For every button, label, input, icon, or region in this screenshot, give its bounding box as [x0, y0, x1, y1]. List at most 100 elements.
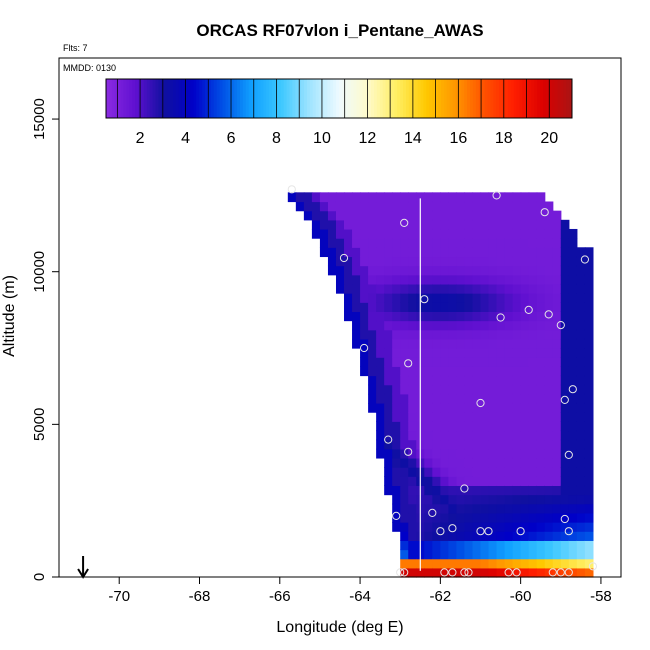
heatmap-cell — [327, 256, 337, 267]
colorbar-segment — [129, 79, 133, 118]
heatmap-cell — [520, 531, 530, 541]
heatmap-cell — [384, 329, 393, 340]
colorbar-segment — [528, 79, 532, 118]
heatmap-cell — [311, 201, 321, 212]
heatmap-cell — [319, 201, 329, 212]
heatmap-cell — [408, 357, 417, 367]
colorbar-segment — [309, 79, 314, 118]
heatmap-cell — [408, 283, 417, 294]
heatmap-cell — [432, 219, 441, 230]
x-tick-label: -68 — [189, 588, 211, 605]
heatmap-cell — [464, 476, 474, 487]
heatmap-cell — [400, 476, 409, 487]
heatmap-cell — [480, 265, 490, 276]
heatmap-cell — [544, 320, 554, 331]
colorbar-segment — [155, 79, 159, 118]
heatmap-cell — [384, 219, 393, 230]
heatmap-cell — [344, 311, 353, 322]
heatmap-cell — [440, 393, 449, 404]
heatmap-cell — [568, 476, 578, 487]
heatmap-cell — [376, 448, 385, 459]
heatmap-cell — [376, 247, 385, 258]
heatmap-cell — [584, 393, 594, 404]
heatmap-cell — [432, 567, 441, 578]
heatmap-cell — [400, 522, 409, 532]
colorbar-segment — [205, 79, 209, 118]
heatmap-cell — [504, 412, 514, 422]
colorbar-segment — [213, 79, 218, 118]
heatmap-cell — [392, 485, 401, 496]
heatmap-cell — [568, 503, 578, 514]
heatmap-cell — [528, 430, 538, 441]
heatmap-cell — [520, 375, 530, 386]
heatmap-cell — [384, 228, 393, 239]
heatmap-cell — [568, 412, 578, 422]
heatmap-cell — [424, 302, 433, 312]
colorbar-segment — [237, 79, 241, 118]
heatmap-cell — [400, 247, 409, 258]
heatmap-cell — [520, 540, 530, 551]
colorbar-segment — [429, 79, 433, 118]
heatmap-cell — [496, 448, 506, 459]
heatmap-cell — [512, 247, 522, 258]
heatmap-cell — [488, 201, 498, 212]
heatmap-cell — [496, 439, 506, 450]
heatmap-cell — [552, 558, 562, 569]
heatmap-cell — [560, 320, 570, 331]
heatmap-cell — [512, 485, 522, 496]
colorbar-segment — [432, 79, 436, 118]
colorbar-segment — [210, 79, 215, 118]
heatmap-cell — [504, 256, 514, 267]
heatmap-cell — [576, 485, 586, 496]
heatmap-cell — [432, 402, 441, 413]
heatmap-cell — [520, 512, 530, 523]
heatmap-cell — [456, 430, 466, 441]
heatmap-cell — [520, 302, 530, 312]
heatmap-cell — [376, 256, 385, 267]
heatmap-cell — [432, 375, 441, 386]
sample-point — [464, 568, 473, 577]
heatmap-cell — [352, 329, 361, 340]
heatmap-cell — [424, 485, 433, 496]
heatmap-cell — [368, 302, 377, 312]
heatmap-cell — [520, 338, 530, 349]
heatmap-cell — [352, 265, 361, 276]
heatmap-cell — [576, 384, 586, 395]
heatmap-cell — [584, 439, 594, 450]
heatmap-cell — [472, 247, 482, 258]
heatmap-cell — [327, 210, 337, 221]
colorbar-segment — [242, 79, 247, 118]
heatmap-cell — [432, 201, 441, 212]
heatmap-cell — [480, 531, 490, 541]
heatmap-cell — [400, 531, 409, 541]
heatmap-cell — [424, 283, 433, 294]
heatmap-cell — [464, 558, 474, 569]
heatmap-cell — [552, 421, 562, 432]
heatmap-cell — [520, 503, 530, 514]
heatmap-cell — [520, 393, 530, 404]
heatmap-cell — [552, 302, 562, 312]
heatmap-cell — [352, 219, 361, 230]
colorbar-segment — [475, 79, 480, 118]
heatmap-cell — [408, 402, 417, 413]
heatmap-cell — [456, 512, 466, 523]
heatmap-cell — [544, 540, 554, 551]
colorbar-segment — [467, 79, 471, 118]
heatmap-cell — [512, 412, 522, 422]
heatmap-cell — [335, 210, 345, 221]
heatmap-cell — [528, 567, 538, 578]
heatmap-cell — [496, 384, 506, 395]
heatmap-cell — [512, 228, 522, 239]
heatmap-cell — [496, 375, 506, 386]
sample-point — [339, 253, 349, 263]
heatmap-cell — [424, 201, 433, 212]
heatmap-cell — [432, 302, 441, 312]
colorbar-segment — [408, 79, 413, 118]
heatmap-cell — [520, 567, 530, 578]
heatmap-cell — [536, 219, 546, 230]
heatmap-cell — [432, 357, 441, 367]
colorbar-segment — [260, 79, 264, 118]
heatmap-cell — [536, 329, 546, 340]
heatmap-cell — [456, 265, 466, 276]
